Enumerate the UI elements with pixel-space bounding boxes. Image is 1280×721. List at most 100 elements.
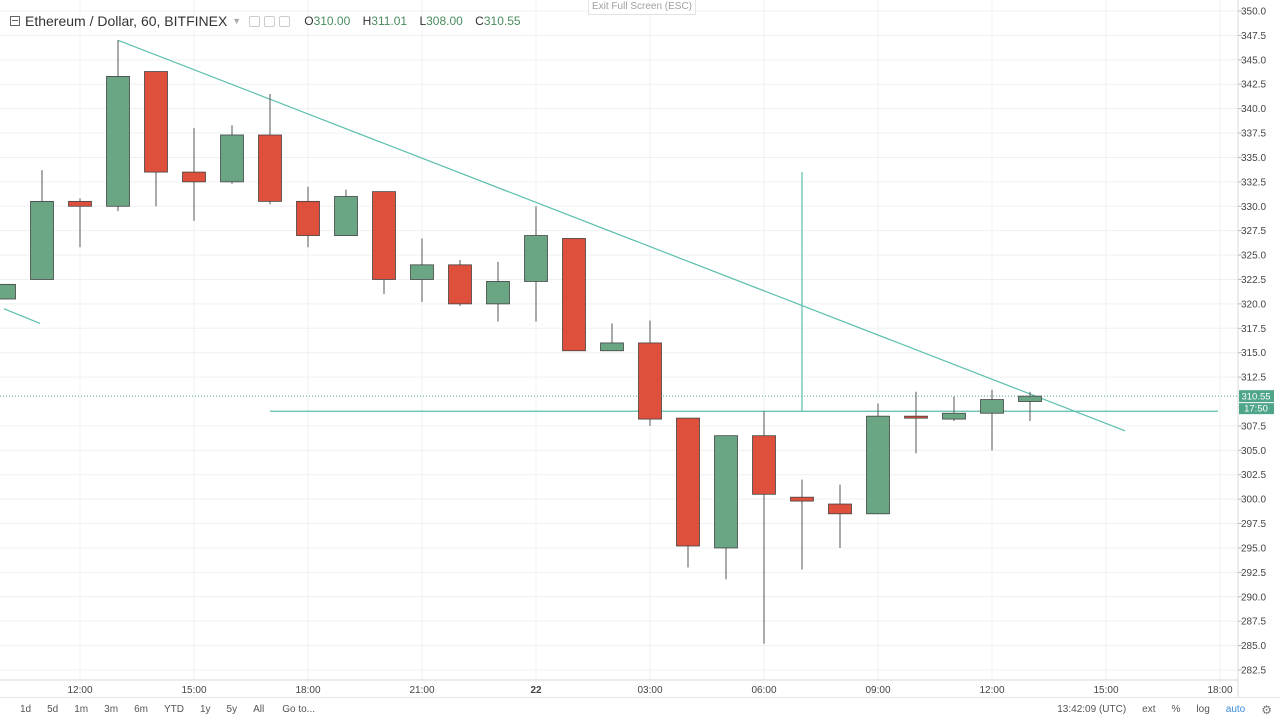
goto-button[interactable]: Go to... <box>282 704 316 715</box>
range-button-all[interactable]: All <box>253 704 265 715</box>
range-button-1d[interactable]: 1d <box>20 704 32 715</box>
price-tick-label: 287.5 <box>1241 617 1266 628</box>
ext-toggle[interactable]: ext <box>1142 704 1156 715</box>
symbol-title[interactable]: Ethereum / Dollar, 60, BITFINEX <box>25 13 228 29</box>
candle[interactable] <box>524 206 548 322</box>
close-value: 310.55 <box>483 14 521 28</box>
candle[interactable] <box>714 435 738 580</box>
range-button-5d[interactable]: 5d <box>47 704 59 715</box>
candle[interactable] <box>106 40 130 212</box>
price-axis: 350.0 347.5 345.0 342.5 340.0 337.5 335.0 332.5… <box>1237 0 1274 697</box>
candle-body <box>866 415 890 515</box>
candle[interactable] <box>334 189 358 236</box>
range-button-1m[interactable]: 1m <box>74 704 89 715</box>
candle-body <box>68 200 92 207</box>
trendline <box>117 39 1126 432</box>
price-tick-label: 295.0 <box>1241 543 1266 554</box>
price-tick-label: 292.5 <box>1241 568 1266 579</box>
price-tick-label: 347.5 <box>1241 31 1266 42</box>
candle[interactable] <box>182 128 206 221</box>
candle[interactable] <box>1018 391 1042 422</box>
candle[interactable] <box>980 389 1004 451</box>
range-button-5y[interactable]: 5y <box>226 704 238 715</box>
countdown-label: 17:50 <box>1244 404 1268 415</box>
utc-clock[interactable]: 13:42:09 (UTC) <box>1057 704 1127 715</box>
candle[interactable] <box>258 93 282 205</box>
log-toggle[interactable]: log <box>1196 704 1210 715</box>
price-tick-label: 305.0 <box>1241 446 1266 457</box>
candle[interactable] <box>30 170 54 280</box>
candle-body <box>714 435 738 549</box>
candle-body <box>904 415 928 419</box>
candle-body <box>258 134 282 202</box>
candle[interactable] <box>752 411 776 644</box>
candle[interactable] <box>790 479 814 570</box>
candle-body <box>0 283 16 300</box>
eye-icon[interactable] <box>249 15 261 27</box>
exit-fullscreen-button[interactable]: Exit Full Screen (ESC) <box>588 0 696 15</box>
candle-body <box>182 171 206 183</box>
price-tick-label: 297.5 <box>1241 519 1266 530</box>
range-button-6m[interactable]: 6m <box>134 704 148 715</box>
chart-header: Ethereum / Dollar, 60, BITFINEX ▼ O310.0… <box>0 10 530 32</box>
price-tick-label: 290.0 <box>1241 592 1266 603</box>
candle[interactable] <box>486 261 510 322</box>
candle[interactable] <box>600 323 624 352</box>
low-label: L <box>419 14 427 28</box>
percent-toggle[interactable]: % <box>1171 704 1181 715</box>
close-icon[interactable] <box>279 15 291 27</box>
candle[interactable] <box>828 484 852 548</box>
candle-body <box>30 200 54 280</box>
last-price-label: 310.55 <box>1241 392 1270 403</box>
price-tick-label: 337.5 <box>1241 129 1266 140</box>
price-tick-label: 327.5 <box>1241 226 1266 237</box>
time-axis: 12:00 15:00 18:00 21:00 22 03:00 06:00 09:00 12:… <box>0 679 1238 696</box>
candle[interactable] <box>0 283 16 300</box>
candle-body <box>144 71 168 173</box>
time-tick-label: 06:00 <box>751 685 776 696</box>
countdown-badge <box>1239 403 1274 415</box>
candle[interactable] <box>676 417 700 568</box>
candle-body <box>334 196 358 236</box>
candle[interactable] <box>562 238 586 352</box>
candle[interactable] <box>220 125 244 184</box>
candle-body <box>600 342 624 352</box>
candle-body <box>410 264 434 280</box>
bottom-toolbar: 1d 5d 1m 3m 6m YTD 1y 5y All Go to... 13:42:09 (… <box>0 697 1280 721</box>
right-tools: 13:42:09 (UTC) ext % log auto ⚙ <box>1049 698 1280 721</box>
menu-icon[interactable] <box>10 16 20 26</box>
candle[interactable] <box>448 259 472 306</box>
auto-toggle[interactable]: auto <box>1225 704 1246 715</box>
low-value: 308.00 <box>426 14 463 28</box>
time-tick-label: 03:00 <box>637 685 662 696</box>
candle[interactable] <box>68 198 92 248</box>
price-tick-label: 315.0 <box>1241 348 1266 359</box>
candle[interactable] <box>866 403 890 515</box>
candle-body <box>296 200 320 236</box>
time-tick-label: 18:00 <box>1207 685 1232 696</box>
gear-icon[interactable]: ⚙ <box>1261 702 1272 717</box>
time-tick-label: 15:00 <box>1093 685 1118 696</box>
candle[interactable] <box>410 238 434 302</box>
candle-body <box>638 342 662 420</box>
range-button-ytd[interactable]: YTD <box>163 704 184 715</box>
candle[interactable] <box>904 391 928 454</box>
candle[interactable] <box>144 71 168 207</box>
candle-body <box>106 76 130 207</box>
candle-body <box>486 281 510 305</box>
range-button-1y[interactable]: 1y <box>199 704 211 715</box>
legend-buttons <box>249 15 291 27</box>
range-button-3m[interactable]: 3m <box>104 704 119 715</box>
candle-body <box>828 503 852 515</box>
candle[interactable] <box>372 191 396 295</box>
candle[interactable] <box>296 186 320 248</box>
price-tick-label: 332.5 <box>1241 177 1266 188</box>
caret-down-icon[interactable]: ▼ <box>232 16 242 26</box>
close-label: C <box>475 14 484 28</box>
candle-body <box>562 238 586 352</box>
settings-icon[interactable] <box>264 15 276 27</box>
drawings-layer <box>0 39 1238 432</box>
candle[interactable] <box>942 396 966 422</box>
candle[interactable] <box>638 320 662 426</box>
